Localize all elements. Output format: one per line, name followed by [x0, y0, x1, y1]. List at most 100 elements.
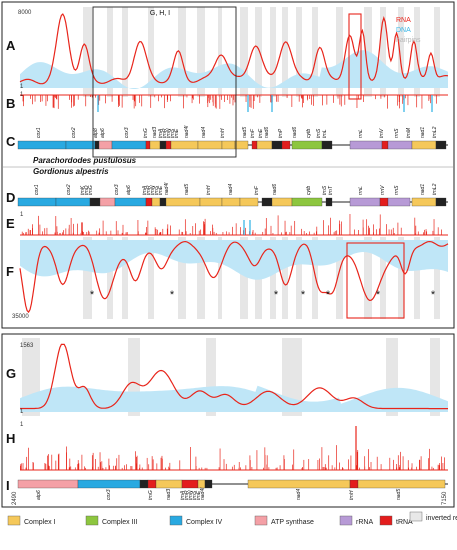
- i-gene-2: [139, 479, 149, 489]
- panel-label-b: B: [6, 96, 15, 111]
- c-gene-16: [281, 140, 291, 150]
- i-gene-label-8: trnE: [196, 490, 202, 500]
- d-gene-2: [89, 197, 101, 207]
- i-gene-label-11: trnH: [349, 490, 355, 500]
- legend-dna: DNA: [396, 27, 411, 34]
- d-gene-8: [165, 197, 201, 207]
- c-gene-20: [381, 140, 389, 150]
- c-gene-label-25: trnV: [379, 128, 385, 138]
- d-gene-label-5: cox3: [114, 184, 120, 195]
- i-gene-label-2: trnG: [148, 490, 154, 500]
- panel-label-c: C: [6, 134, 16, 149]
- c-gene-label-21: cytb: [306, 129, 312, 138]
- legend-swatch-6: [409, 511, 423, 522]
- d-gene-label-14: trnH: [206, 185, 212, 195]
- d-gene-label-10: trnS: [154, 185, 160, 195]
- d-gene-3: [99, 197, 116, 207]
- c-gene-label-1: cox2: [71, 127, 77, 138]
- panel-h-spikes: [20, 426, 448, 471]
- c-gene-23: [435, 140, 447, 150]
- c-gene-1: [65, 140, 96, 150]
- band-top-7: [240, 7, 248, 97]
- legend-hairpins: hairpins: [396, 37, 421, 44]
- band-top-11: [296, 7, 302, 97]
- highlight-rect-bottom: [346, 242, 405, 319]
- d-gene-label-11: trnE: [158, 185, 164, 195]
- c-gene-label-6: nad3: [152, 127, 158, 138]
- d-gene-19: [411, 197, 437, 207]
- band-f-14: [364, 237, 372, 319]
- band-f-5: [197, 237, 205, 319]
- d-gene-label-7: trnA: [142, 185, 148, 195]
- d-gene-9: [199, 197, 223, 207]
- c-gene-label-14: trnH: [220, 128, 226, 138]
- asterisk-3: *: [301, 289, 306, 301]
- band-f-0: [83, 237, 92, 319]
- i-gene-label-3: nad3: [166, 489, 172, 500]
- band-top-8: [255, 7, 262, 97]
- band-top-12: [312, 7, 318, 97]
- asterisk-markers: * * * * * * *: [90, 289, 436, 301]
- legend-label-4: rRNA: [356, 519, 373, 526]
- i-gene-label-5: trnR: [184, 490, 190, 500]
- c-gene-21: [387, 140, 413, 150]
- highlight-rect-top: [348, 13, 362, 100]
- asterisk-4: *: [326, 289, 331, 301]
- c-gene-label-12: nad4l: [184, 125, 190, 138]
- panel-a-coverage: [19, 13, 449, 89]
- band-f-1: [107, 237, 113, 319]
- band-top-13: [336, 7, 343, 97]
- panel-g-coverage: [20, 343, 448, 412]
- d-gene-12: [261, 197, 273, 207]
- dna-coverage-area: [20, 50, 448, 89]
- tick-e-max: 1: [20, 212, 24, 218]
- panel-label-f: F: [6, 264, 14, 279]
- asterisk-6: *: [431, 289, 436, 301]
- zoom-box-label: G, H, I: [150, 10, 170, 17]
- band-f-11: [296, 237, 302, 319]
- legend-swatch-1: [85, 515, 99, 526]
- d-gene-label-12: nad4l: [164, 182, 170, 195]
- c-gene-label-27: trnM: [406, 127, 412, 138]
- tick-i-end: 7150: [442, 491, 448, 505]
- d-gene-18: [387, 197, 411, 207]
- c-gene-label-26: rrnS: [394, 128, 400, 138]
- i-gene-label-10: nad4: [296, 489, 302, 500]
- dna-coverage-area-f: [20, 240, 448, 280]
- tick-b-min: 1: [20, 92, 24, 98]
- panel-label-a: A: [6, 38, 16, 53]
- c-gene-10: [197, 140, 223, 150]
- i-gene-label-1: cox3: [106, 489, 112, 500]
- d-gene-label-3: trnD: [84, 185, 90, 195]
- c-gene-5: [145, 140, 151, 150]
- c-gene-label-7: trnA: [158, 128, 164, 138]
- legend-label-5: tRNA: [396, 519, 413, 526]
- c-gene-label-19: trnP: [278, 128, 284, 138]
- panel-label-e: E: [6, 216, 15, 231]
- c-gene-label-0: cox1: [36, 127, 42, 138]
- legend-label-3: ATP synthase: [271, 519, 314, 526]
- band-top-5: [197, 7, 205, 97]
- d-gene-label-25: trnL2: [432, 183, 438, 195]
- d-gene-label-13: nad5: [184, 184, 190, 195]
- d-gene-label-16: trnF: [254, 185, 260, 195]
- band-g-5: [430, 338, 440, 416]
- legend-label-0: Complex I: [24, 519, 56, 526]
- d-gene-label-15: nad4: [228, 184, 234, 195]
- legend-swatch-2: [169, 515, 183, 526]
- d-gene-label-21: rrnL: [358, 186, 364, 195]
- legend-swatch-3: [254, 515, 268, 526]
- c-gene-15: [271, 140, 283, 150]
- d-gene-16: [349, 197, 381, 207]
- asterisk-2: *: [274, 289, 279, 301]
- c-gene-18: [321, 140, 333, 150]
- i-gene-0: [17, 479, 79, 489]
- c-gene-label-22: trnS: [316, 128, 322, 138]
- tick-a-min: 1: [20, 84, 24, 90]
- d-gene-label-4: trnG: [88, 185, 94, 195]
- d-gene-17: [379, 197, 389, 207]
- c-gene-label-18: nad6: [264, 127, 270, 138]
- d-gene-10: [221, 197, 241, 207]
- d-gene-label-18: cytb: [306, 186, 312, 195]
